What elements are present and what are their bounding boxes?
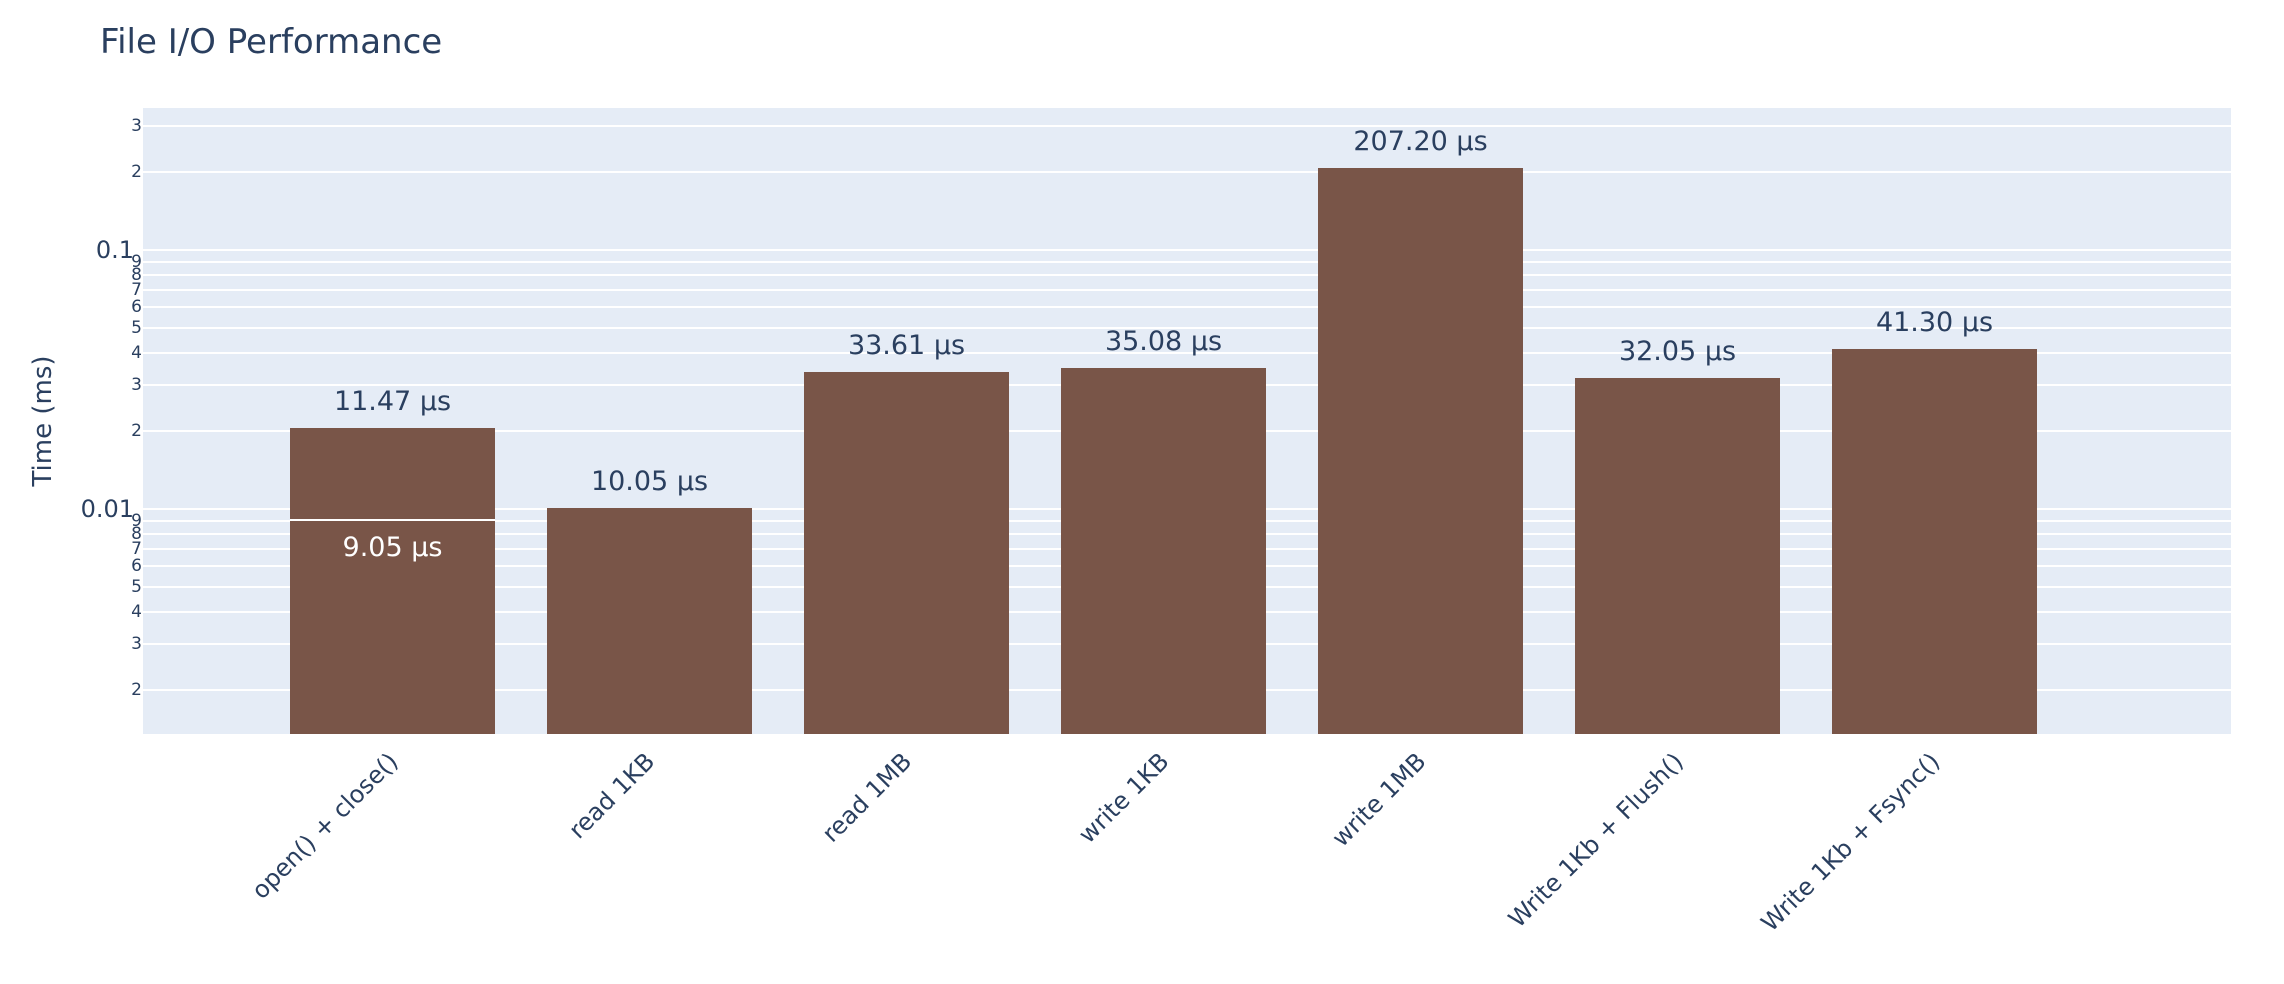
y-tick-minor-label: 6: [131, 556, 142, 577]
bar-read-1kb[interactable]: [547, 508, 752, 734]
y-tick-minor-label: 7: [131, 538, 142, 559]
x-tick-label-write-1mb: write 1MB: [1326, 747, 1432, 853]
bar-write-1mb[interactable]: [1318, 167, 1523, 734]
x-tick-label-write-1kb-flush: Write 1Kb + Flush(): [1502, 747, 1689, 934]
y-tick-minor-label: 6: [131, 297, 142, 318]
y-tick-minor-label: 3: [131, 634, 142, 655]
y-tick-minor-label: 2: [131, 161, 142, 182]
bar-write-1kb-fsync[interactable]: [1832, 349, 2037, 734]
y-axis-title: Time (ms): [28, 355, 58, 487]
y-tick-minor-label: 9: [131, 251, 142, 272]
x-tick-label-write-1kb-fsync: Write 1Kb + Fsync(): [1755, 747, 1946, 937]
y-tick-minor-label: 9: [131, 510, 142, 531]
x-tick-label-read-1mb: read 1MB: [817, 747, 918, 848]
x-tick-label-write-1kb: write 1KB: [1073, 747, 1175, 849]
chart-title: File I/O Performance: [100, 22, 443, 62]
y-tick-minor-label: 5: [131, 317, 142, 338]
bar-read-1mb[interactable]: [804, 372, 1009, 734]
y-tick-major-label: 0.01: [80, 494, 134, 523]
x-tick-label-open-close: open() + close(): [246, 747, 404, 905]
y-tick-minor-label: 3: [131, 116, 142, 137]
bar-open-close[interactable]: [290, 427, 495, 734]
y-tick-minor-label: 3: [131, 375, 142, 396]
bar-write-1kb[interactable]: [1061, 367, 1266, 734]
bar-segment-separator: [290, 519, 495, 522]
y-tick-minor-label: 2: [131, 679, 142, 700]
y-tick-minor-label: 5: [131, 576, 142, 597]
y-tick-minor-label: 4: [131, 342, 142, 363]
y-tick-minor-label: 8: [131, 523, 142, 544]
y-tick-major-label: 0.1: [95, 235, 134, 264]
y-tick-minor-label: 7: [131, 279, 142, 300]
y-tick-minor-label: 8: [131, 264, 142, 285]
y-tick-minor-label: 2: [131, 420, 142, 441]
y-tick-minor-label: 4: [131, 601, 142, 622]
bar-write-1kb-flush[interactable]: [1575, 377, 1780, 734]
x-tick-label-read-1kb: read 1KB: [563, 747, 661, 845]
